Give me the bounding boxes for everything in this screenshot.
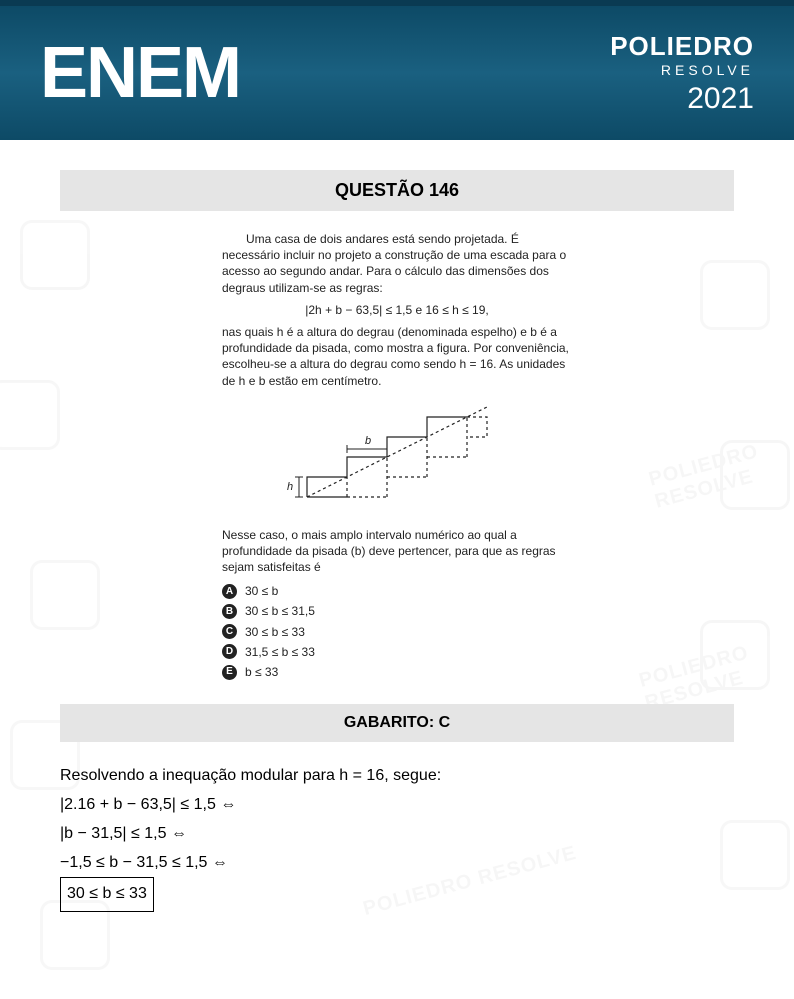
option-text: 31,5 ≤ b ≤ 33	[245, 644, 315, 660]
question-formula: |2h + b − 63,5| ≤ 1,5 e 16 ≤ h ≤ 19,	[222, 302, 572, 318]
option-text: b ≤ 33	[245, 664, 278, 680]
question-body: Uma casa de dois andares está sendo proj…	[222, 231, 572, 680]
brand-year: 2021	[610, 82, 754, 116]
option-e: E b ≤ 33	[222, 664, 572, 680]
question-para2: nas quais h é a altura do degrau (denomi…	[222, 324, 572, 389]
option-d: D 31,5 ≤ b ≤ 33	[222, 644, 572, 660]
option-text: 30 ≤ b ≤ 33	[245, 624, 305, 640]
option-bullet: D	[222, 644, 237, 659]
solution-line4: −1,5 ≤ b − 31,5 ≤ 1,5 ⇔	[60, 849, 734, 878]
brand-block: POLIEDRO RESOLVE 2021	[610, 31, 754, 116]
solution-line3: |b − 31,5| ≤ 1,5 ⇔	[60, 820, 734, 849]
enem-logo: ENEM	[40, 32, 240, 114]
content-area: QUESTÃO 146 Uma casa de dois andares est…	[0, 140, 794, 932]
option-text: 30 ≤ b	[245, 583, 278, 599]
page-header: ENEM POLIEDRO RESOLVE 2021	[0, 0, 794, 140]
solution-line5-boxed: 30 ≤ b ≤ 33	[60, 877, 154, 912]
brand-subtitle: RESOLVE	[610, 62, 754, 78]
option-bullet: E	[222, 665, 237, 680]
option-bullet: A	[222, 584, 237, 599]
option-bullet: C	[222, 624, 237, 639]
question-title-bar: QUESTÃO 146	[60, 170, 734, 211]
options-list: A 30 ≤ b B 30 ≤ b ≤ 31,5 C 30 ≤ b ≤ 33 D…	[222, 583, 572, 680]
answer-bar: GABARITO: C	[60, 704, 734, 742]
figure-label-b: b	[365, 435, 371, 447]
option-b: B 30 ≤ b ≤ 31,5	[222, 603, 572, 619]
question-prompt: Nesse caso, o mais amplo intervalo numér…	[222, 527, 572, 576]
figure-label-h: h	[287, 481, 293, 493]
solution-line2: |2.16 + b − 63,5| ≤ 1,5 ⇔	[60, 791, 734, 820]
stairs-figure: b h	[287, 397, 507, 517]
brand-title: POLIEDRO	[610, 31, 754, 62]
question-para1: Uma casa de dois andares está sendo proj…	[222, 231, 572, 296]
option-a: A 30 ≤ b	[222, 583, 572, 599]
solution-line1: Resolvendo a inequação modular para h = …	[60, 762, 734, 791]
option-bullet: B	[222, 604, 237, 619]
solution-block: Resolvendo a inequação modular para h = …	[60, 762, 734, 912]
option-text: 30 ≤ b ≤ 31,5	[245, 603, 315, 619]
option-c: C 30 ≤ b ≤ 33	[222, 624, 572, 640]
